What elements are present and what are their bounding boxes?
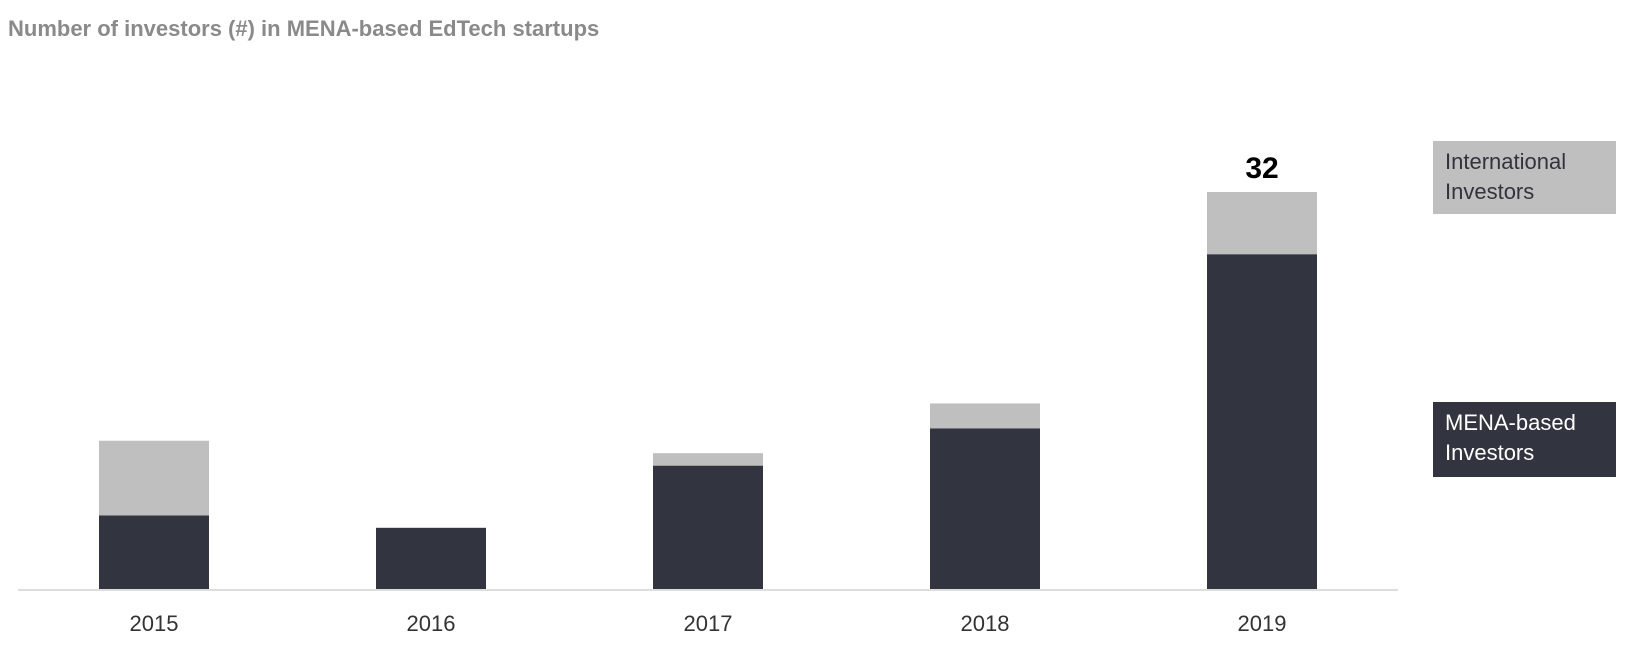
x-tick-labels: 2015 2016 2017 2018 2019 <box>130 611 1287 636</box>
x-tick-label-2017: 2017 <box>684 611 733 636</box>
bar-mena-2018 <box>930 428 1040 590</box>
data-label-total-2019: 32 <box>1245 152 1278 185</box>
bar-international-2017 <box>653 453 763 466</box>
data-labels: 32 <box>1245 152 1278 185</box>
bar-international-2018 <box>930 403 1040 429</box>
x-tick-label-2016: 2016 <box>407 611 456 636</box>
legend-international-investors: International Investors <box>1433 141 1616 214</box>
legend-label-international: International Investors <box>1445 149 1567 204</box>
bar-mena-2016 <box>376 527 486 590</box>
bar-mena-2015 <box>99 515 209 590</box>
chart-title: Number of investors (#) in MENA-based Ed… <box>8 16 600 41</box>
bar-international-2019 <box>1207 192 1317 255</box>
x-tick-label-2015: 2015 <box>130 611 179 636</box>
x-tick-label-2019: 2019 <box>1238 611 1287 636</box>
bar-international-2015 <box>99 440 209 516</box>
legend-label-mena: MENA-based Investors <box>1445 410 1576 465</box>
bars-group <box>99 192 1317 590</box>
legend-mena-investors: MENA-based Investors <box>1433 402 1616 477</box>
bar-mena-2017 <box>653 465 763 590</box>
x-tick-label-2018: 2018 <box>961 611 1010 636</box>
bar-mena-2019 <box>1207 254 1317 590</box>
